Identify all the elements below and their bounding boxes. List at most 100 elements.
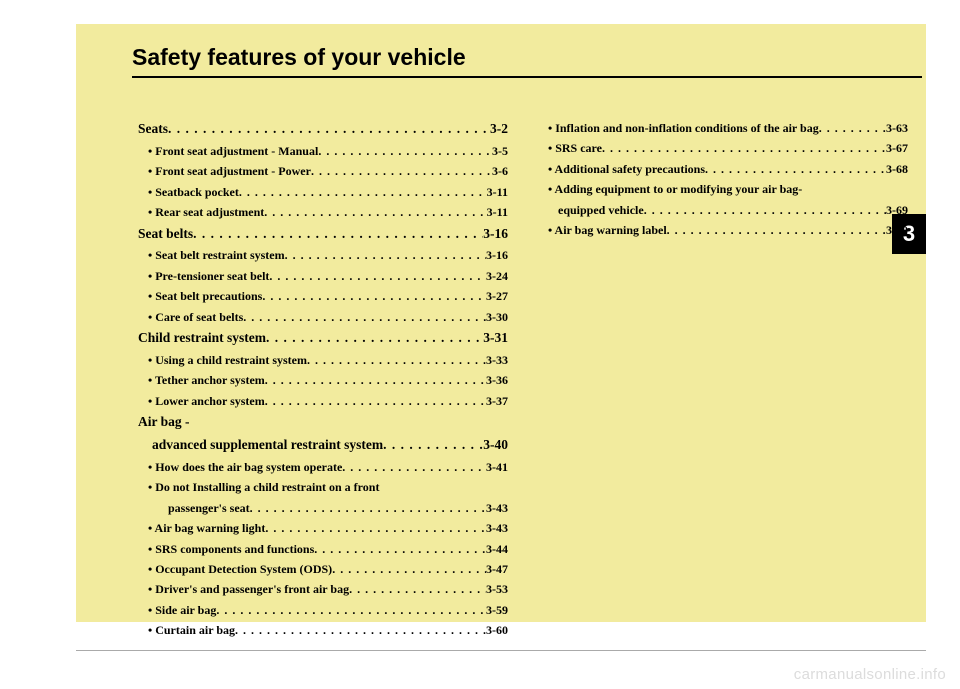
toc-line: • Do not Installing a child restraint on… — [138, 477, 508, 497]
toc-dots: . . . . . . . . . . . . . . . . . . . . … — [667, 220, 886, 240]
toc-label: • Care of seat belts — [148, 307, 243, 327]
page-title: Safety features of your vehicle — [132, 44, 466, 71]
toc-line: • Tether anchor system . . . . . . . . .… — [138, 370, 508, 390]
toc-dots: . . . . . . . . . . . . . . . . . . . . … — [265, 518, 486, 538]
toc-page: 3-43 — [486, 518, 508, 538]
toc-page: 3-41 — [486, 457, 508, 477]
toc-page: 3-11 — [487, 182, 508, 202]
toc-line: • Air bag warning label . . . . . . . . … — [538, 220, 908, 240]
toc-line: • Front seat adjustment - Power . . . . … — [138, 161, 508, 181]
toc-page: 3-59 — [486, 600, 508, 620]
toc-label: • Curtain air bag — [148, 620, 235, 640]
toc-dots: . . . . . . . . . . . . . . . . . . . . … — [307, 350, 486, 370]
toc-line: • Air bag warning light . . . . . . . . … — [138, 518, 508, 538]
toc-page: 3-47 — [486, 559, 508, 579]
toc-page: 3-36 — [486, 370, 508, 390]
toc-label: Seat belts — [138, 223, 193, 246]
toc-page: 3-24 — [486, 266, 508, 286]
toc-dots: . . . . . . . . . . . . . . . . . . . . … — [265, 370, 486, 390]
toc-label: Child restraint system — [138, 327, 266, 350]
toc-page: 3-60 — [486, 620, 508, 640]
toc-dots: . . . . . . . . . . . . . . . . . . . . … — [235, 620, 486, 640]
toc-page: 3-69 — [886, 200, 908, 220]
toc-line: advanced supplemental restraint system .… — [138, 434, 508, 457]
toc-line: • Care of seat belts . . . . . . . . . .… — [138, 307, 508, 327]
toc-dots: . . . . . . . . . . . . . . . . . . . . … — [262, 286, 486, 306]
toc-label: • Seat belt restraint system — [148, 245, 285, 265]
toc-dots: . . . . . . . . . . . . . . . . . . . . … — [266, 327, 483, 350]
toc-page: 3-68 — [886, 159, 908, 179]
toc-dots: . . . . . . . . . . . . . . . . . . . . … — [265, 391, 486, 411]
toc-line: • Curtain air bag . . . . . . . . . . . … — [138, 620, 508, 640]
toc-label: • Side air bag — [148, 600, 216, 620]
toc-line: • Pre-tensioner seat belt . . . . . . . … — [138, 266, 508, 286]
toc-label: • Inflation and non-inflation conditions… — [548, 118, 819, 138]
toc-label: • Front seat adjustment - Power — [148, 161, 311, 181]
toc-dots: . . . . . . . . . . . . . . . . . . . . … — [250, 498, 486, 518]
toc-label: • How does the air bag system operate — [148, 457, 342, 477]
toc-dots: . . . . . . . . . . . . . . . . . . . . … — [602, 138, 886, 158]
toc-label: • Lower anchor system — [148, 391, 265, 411]
toc-page: 3-63 — [886, 118, 908, 138]
toc-label: • Driver's and passenger's front air bag — [148, 579, 349, 599]
toc-dots: . . . . . . . . . . . . . . . . . . . . … — [264, 202, 486, 222]
toc-dots: . . . . . . . . . . . . . . . . . . . . … — [644, 200, 886, 220]
toc-label: • SRS components and functions — [148, 539, 314, 559]
footer-divider — [76, 650, 926, 651]
toc-page: 3-31 — [483, 327, 508, 350]
toc-label: • SRS care — [548, 138, 602, 158]
toc-page: 3-33 — [486, 350, 508, 370]
toc-page: 3-43 — [486, 498, 508, 518]
toc-dots: . . . . . . . . . . . . . . . . . . . . … — [819, 118, 886, 138]
toc-line: Seat belts . . . . . . . . . . . . . . .… — [138, 223, 508, 246]
toc-column-2: • Inflation and non-inflation conditions… — [538, 118, 908, 240]
toc-line: • SRS components and functions . . . . .… — [138, 539, 508, 559]
toc-column-1: Seats . . . . . . . . . . . . . . . . . … — [138, 118, 508, 641]
toc-page: 3-16 — [483, 223, 508, 246]
toc-page: 3-40 — [483, 434, 508, 457]
toc-dots: . . . . . . . . . . . . . . . . . . . . … — [349, 579, 486, 599]
toc-label: • Additional safety precautions — [548, 159, 705, 179]
toc-line: equipped vehicle . . . . . . . . . . . .… — [538, 200, 908, 220]
toc-line: • Seat belt precautions . . . . . . . . … — [138, 286, 508, 306]
toc-line: • Rear seat adjustment . . . . . . . . .… — [138, 202, 508, 222]
toc-dots: . . . . . . . . . . . . . . . . . . . . … — [285, 245, 486, 265]
toc-label: passenger's seat — [168, 498, 250, 518]
toc-line: • SRS care . . . . . . . . . . . . . . .… — [538, 138, 908, 158]
toc-dots: . . . . . . . . . . . . . . . . . . . . … — [332, 559, 486, 579]
toc-label: • Seat belt precautions — [148, 286, 262, 306]
watermark: carmanualsonline.info — [794, 666, 946, 683]
toc-page: 3-53 — [486, 579, 508, 599]
toc-page: 3-16 — [486, 245, 508, 265]
toc-page: 3-11 — [487, 202, 508, 222]
toc-dots: . . . . . . . . . . . . . . . . . . . . … — [705, 159, 886, 179]
toc-label: • Occupant Detection System (ODS) — [148, 559, 332, 579]
title-underline — [132, 76, 922, 78]
toc-dots: . . . . . . . . . . . . . . . . . . . . … — [193, 223, 483, 246]
toc-page: 3-30 — [486, 307, 508, 327]
toc-label: • Air bag warning light — [148, 518, 265, 538]
toc-label: • Tether anchor system — [148, 370, 265, 390]
toc-dots: . . . . . . . . . . . . . . . . . . . . … — [311, 161, 492, 181]
toc-page: 3-2 — [490, 118, 508, 141]
toc-line: • Using a child restraint system . . . .… — [138, 350, 508, 370]
toc-line: Child restraint system . . . . . . . . .… — [138, 327, 508, 350]
toc-label: Seats — [138, 118, 168, 141]
toc-line: • Occupant Detection System (ODS) . . . … — [138, 559, 508, 579]
toc-line: • Driver's and passenger's front air bag… — [138, 579, 508, 599]
toc-dots: . . . . . . . . . . . . . . . . . . . . … — [216, 600, 486, 620]
toc-line: • How does the air bag system operate . … — [138, 457, 508, 477]
toc-line: • Adding equipment to or modifying your … — [538, 179, 908, 199]
toc-label: • Rear seat adjustment — [148, 202, 264, 222]
toc-line: • Lower anchor system . . . . . . . . . … — [138, 391, 508, 411]
toc-label: equipped vehicle — [558, 200, 644, 220]
toc-label: • Using a child restraint system — [148, 350, 307, 370]
toc-dots: . . . . . . . . . . . . . . . . . . . . … — [269, 266, 486, 286]
toc-dots: . . . . . . . . . . . . . . . . . . . . … — [383, 434, 483, 457]
manual-page: Safety features of your vehicle 3 Seats … — [76, 24, 926, 622]
toc-dots: . . . . . . . . . . . . . . . . . . . . … — [239, 182, 487, 202]
toc-line: Air bag - — [138, 411, 508, 434]
toc-page: 3-37 — [486, 391, 508, 411]
toc-dots: . . . . . . . . . . . . . . . . . . . . … — [243, 307, 486, 327]
toc-label: • Front seat adjustment - Manual — [148, 141, 318, 161]
